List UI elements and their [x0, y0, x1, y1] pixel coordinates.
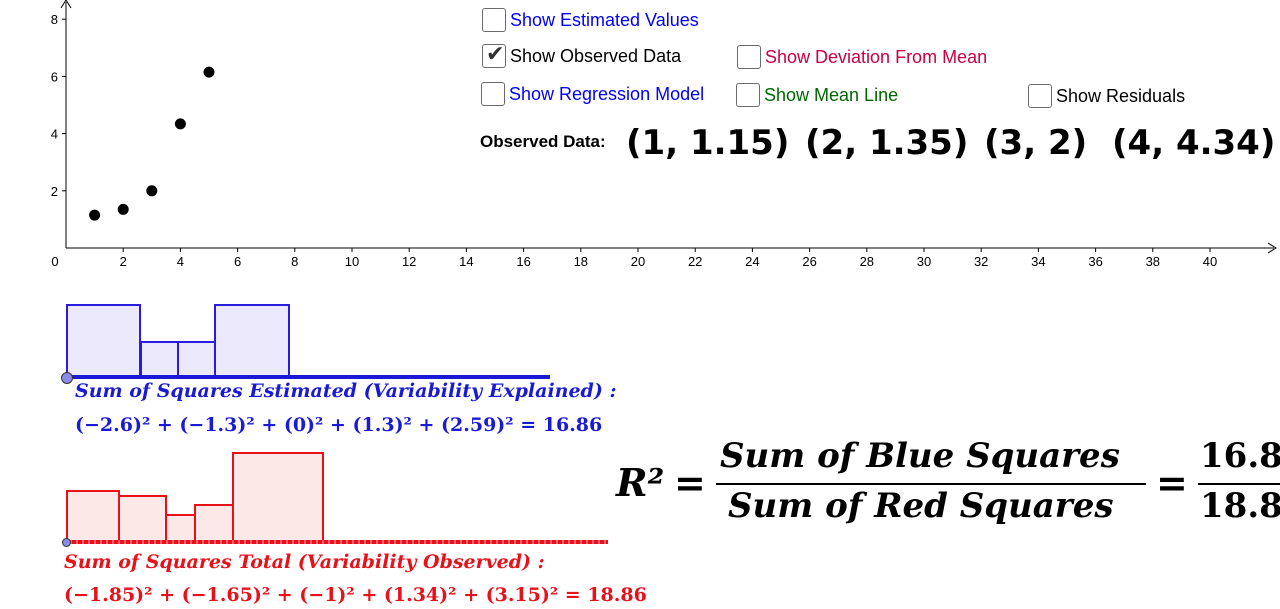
show-residuals-checkbox[interactable]: Show Residuals [1028, 84, 1185, 108]
x-tick-label: 32 [974, 254, 988, 269]
checkmark-icon: ✔ [486, 42, 505, 67]
show-mean-line-label: Show Mean Line [764, 84, 899, 105]
x-tick-label: 40 [1203, 254, 1217, 269]
x-tick-label: 30 [917, 254, 931, 269]
x-tick-label: 36 [1088, 254, 1102, 269]
y-tick-label: 6 [51, 69, 58, 84]
r2-num-value: 16.86 [1200, 436, 1280, 476]
blue-square-4 [177, 341, 216, 378]
observed-point-2: (2, 1.35) [805, 123, 969, 163]
show-observed-data-checkbox[interactable]: ✔ Show Observed Data [482, 42, 682, 68]
y-tick-label: 2 [51, 184, 58, 199]
blue-square-5 [214, 304, 290, 378]
r2-denominator: Sum of Red Squares [728, 486, 1114, 526]
checkbox-box[interactable] [1028, 84, 1052, 108]
observed-data-label: Observed Data: [480, 132, 606, 151]
equals-sign: = [674, 460, 706, 505]
y-tick-label: 4 [51, 127, 58, 142]
observed-point-3: (3, 2) [984, 123, 1088, 163]
show-mean-line-checkbox[interactable]: Show Mean Line [736, 83, 898, 107]
x-tick-label: 16 [516, 254, 530, 269]
checkbox-box[interactable] [482, 8, 506, 32]
show-estimated-values-label: Show Estimated Values [510, 9, 699, 30]
blue-slider-handle[interactable] [61, 372, 73, 384]
x-tick-label: 24 [745, 254, 759, 269]
data-point [174, 118, 186, 130]
data-point [146, 185, 158, 197]
red-equation: (−1.85)² + (−1.65)² + (−1)² + (1.34)² + … [64, 584, 647, 606]
x-tick-label: 0 [51, 254, 58, 269]
equals-sign-2: = [1156, 460, 1188, 505]
y-tick-label: 8 [51, 12, 58, 27]
blue-square-1 [66, 304, 141, 378]
x-tick-label: 18 [574, 254, 588, 269]
x-tick-label: 34 [1031, 254, 1045, 269]
fraction-bar [716, 483, 1146, 485]
r2-den-value: 18.86 [1200, 486, 1280, 526]
y-axis-arrow [60, 0, 72, 9]
red-caption: Sum of Squares Total (Variability Observ… [64, 551, 545, 573]
observed-point-1: (1, 1.15) [626, 123, 790, 163]
r-squared-symbol: R² [616, 460, 665, 505]
x-tick-label: 22 [688, 254, 702, 269]
checkbox-box[interactable] [481, 82, 505, 106]
checkbox-box[interactable] [736, 83, 760, 107]
red-slider-handle[interactable] [62, 538, 71, 547]
value-fraction-bar [1198, 483, 1280, 485]
red-square-5 [232, 452, 324, 543]
axes: 0 2 4 6 8 10 12 14 16 18 20 22 24 26 28 30 32 34 36 38 40246… [51, 0, 1277, 269]
show-residuals-label: Show Residuals [1056, 85, 1186, 106]
checkbox-box[interactable]: ✔ [482, 42, 506, 68]
graph-canvas[interactable]: 0 2 4 6 8 10 12 14 16 18 20 22 24 26 28 30 32 34 36 38 40246… [0, 0, 1280, 280]
show-regression-model-label: Show Regression Model [509, 83, 705, 104]
blue-equation: (−2.6)² + (−1.3)² + (0)² + (1.3)² + (2.5… [75, 414, 603, 436]
red-square-4 [194, 504, 234, 543]
show-deviation-from-mean-label: Show Deviation From Mean [765, 46, 988, 67]
data-point [89, 209, 101, 221]
show-estimated-values-checkbox[interactable]: Show Estimated Values [482, 8, 699, 32]
red-square-3 [165, 514, 196, 543]
x-tick-label: 10 [345, 254, 359, 269]
x-axis-arrow [1267, 242, 1277, 254]
observed-point-4: (4, 4.34) [1112, 123, 1276, 163]
red-square-1 [66, 490, 120, 543]
x-tick-label: 38 [1146, 254, 1160, 269]
x-tick-label: 8 [291, 254, 298, 269]
x-tick-label: 12 [402, 254, 416, 269]
x-tick-label: 2 [120, 254, 127, 269]
show-deviation-from-mean-checkbox[interactable]: Show Deviation From Mean [737, 45, 987, 69]
show-regression-model-checkbox[interactable]: Show Regression Model [481, 82, 704, 106]
x-tick-label: 20 [631, 254, 645, 269]
x-tick-label: 28 [860, 254, 874, 269]
show-observed-data-label: Show Observed Data [510, 45, 682, 66]
checkbox-box[interactable] [737, 45, 761, 69]
data-point [203, 66, 215, 78]
x-tick-label: 4 [177, 254, 184, 269]
blue-slider-track[interactable] [66, 375, 550, 379]
r2-numerator: Sum of Blue Squares [720, 436, 1120, 476]
x-tick-label: 26 [802, 254, 816, 269]
data-point [117, 203, 129, 215]
x-tick-label: 14 [459, 254, 473, 269]
red-square-2 [118, 495, 167, 543]
blue-caption: Sum of Squares Estimated (Variability Ex… [75, 380, 617, 402]
red-slider-track[interactable] [66, 540, 608, 544]
blue-square-2 [140, 341, 179, 378]
x-tick-label: 6 [234, 254, 241, 269]
data-points [89, 66, 215, 221]
